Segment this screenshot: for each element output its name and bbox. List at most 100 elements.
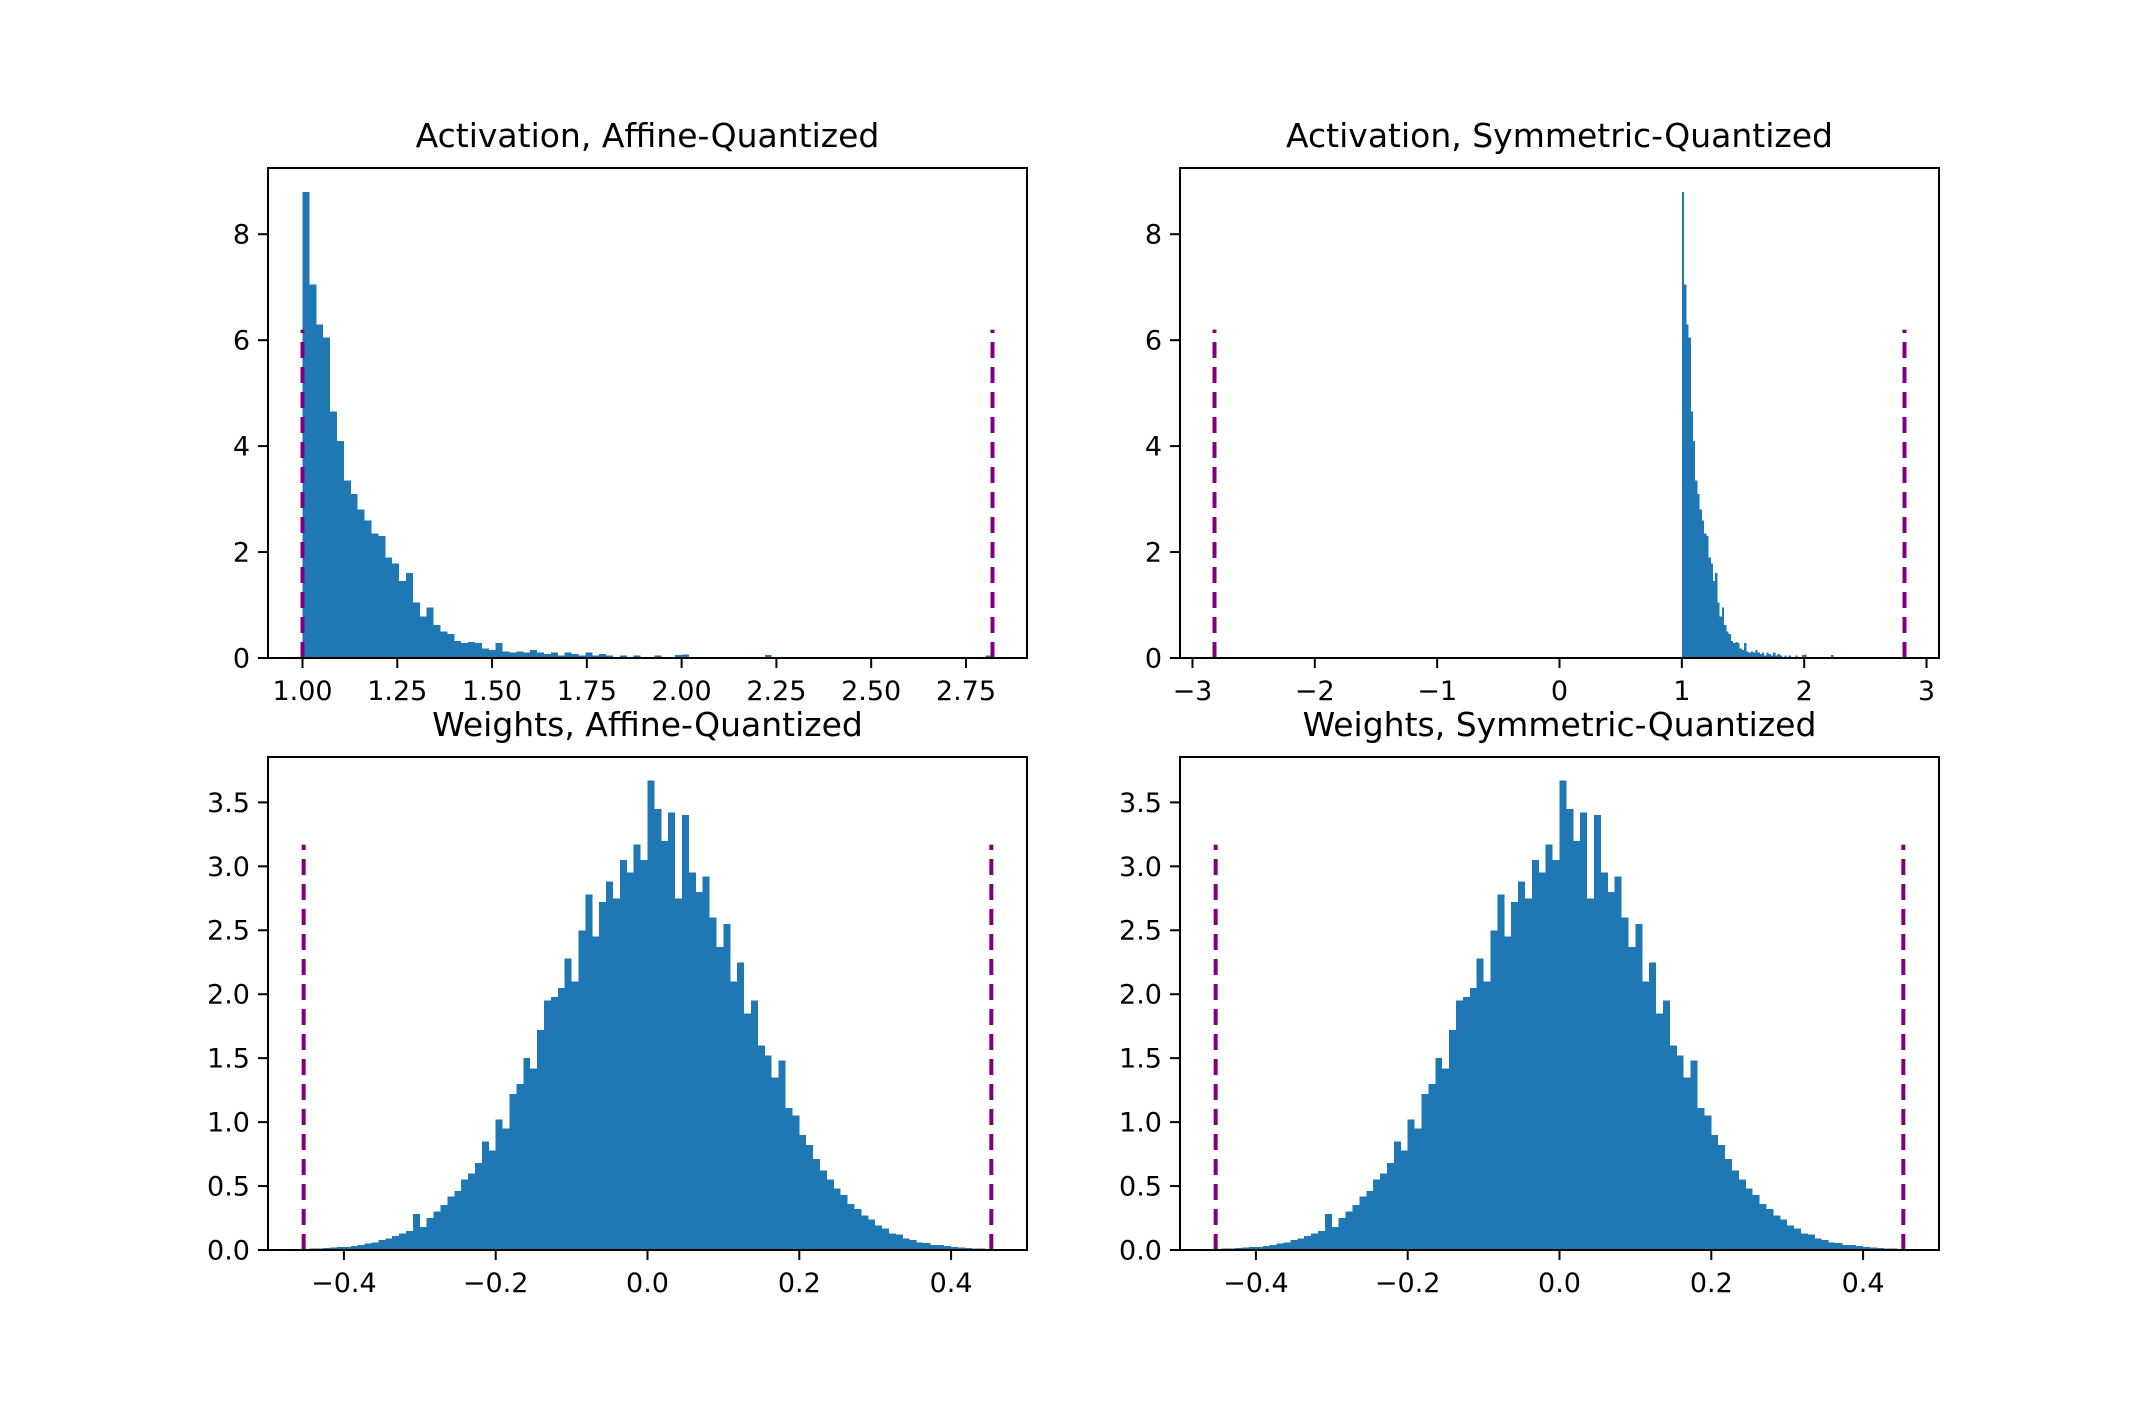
histogram-bar (1366, 1191, 1374, 1250)
y-tick-label: 1.0 (1119, 1108, 1162, 1139)
histogram-bar (626, 872, 634, 1250)
histogram-bar (1587, 898, 1594, 1250)
histogram-bar (1730, 641, 1734, 658)
histogram-bar (1559, 780, 1567, 1250)
histogram-bar (1708, 557, 1711, 658)
x-tick-label: 2.25 (746, 676, 806, 707)
histogram-bars (302, 191, 993, 658)
histogram-bar (1759, 1203, 1767, 1250)
histogram-bar (371, 1242, 379, 1250)
histogram-bar (461, 643, 469, 658)
x-tick-label: −0.4 (1223, 1268, 1289, 1299)
histogram-bar (523, 1058, 531, 1250)
histogram-bar (1297, 1238, 1305, 1250)
histogram-bar (1835, 1242, 1843, 1250)
histogram-bar (1545, 844, 1553, 1250)
histogram-bar (1739, 648, 1742, 658)
x-tick-label: 0.0 (1538, 1268, 1581, 1299)
histogram-bar (481, 1141, 489, 1250)
histogram-bar (571, 981, 579, 1250)
histogram-bar (723, 923, 731, 1250)
histogram-bar (475, 1163, 482, 1250)
histogram-bar (1759, 653, 1762, 658)
x-tick-label: 0.4 (930, 1268, 973, 1299)
histogram-bar (1338, 1218, 1346, 1250)
x-tick-label: 0 (1551, 676, 1568, 707)
histogram-bar (357, 509, 365, 658)
histogram-bar (1525, 898, 1532, 1250)
histogram-bar (1777, 653, 1780, 658)
histogram-bar (799, 1134, 807, 1250)
y-tick-label: 0 (1145, 643, 1162, 674)
histogram-bar (516, 651, 524, 658)
histogram-bar (1821, 1239, 1829, 1250)
histogram-bar (957, 1247, 965, 1250)
x-tick-label: 2.00 (652, 676, 712, 707)
histogram-bar (468, 642, 475, 658)
histogram-bar (571, 653, 579, 658)
y-tick-label: 2.5 (1119, 916, 1162, 947)
histogram-bar (868, 1219, 876, 1250)
histogram-bar (1662, 1000, 1670, 1250)
histogram-bar (1807, 1234, 1815, 1250)
histogram-bar (1856, 1246, 1864, 1250)
histogram-bar (819, 1170, 827, 1250)
histogram-bar (330, 411, 337, 658)
histogram-bar (330, 1247, 338, 1250)
histogram-bar (578, 655, 586, 658)
histogram-bar (537, 1030, 545, 1250)
histogram-bar (1725, 1159, 1732, 1250)
histogram-bar (1695, 480, 1698, 658)
histogram-bar (847, 1203, 855, 1250)
subplot-activation-affine: Activation, Affine-Quantized 1.00 1.25 1.5… (168, 108, 1057, 718)
histogram-bar (1849, 1245, 1857, 1250)
histogram-bar (502, 1128, 510, 1250)
chart-title: Activation, Symmetric-Quantized (1286, 116, 1833, 155)
x-tick-label: 2 (1796, 676, 1813, 707)
x-tick-label: 1.25 (367, 676, 427, 707)
histogram-bar (412, 602, 420, 658)
histogram-bar (909, 1239, 917, 1250)
histogram-bar (385, 557, 393, 658)
histogram-bar (682, 654, 689, 658)
histogram-bar (1766, 1209, 1774, 1250)
histogram-bars (1681, 191, 1905, 658)
histogram-bar (1773, 652, 1776, 658)
histogram-bar (1462, 996, 1470, 1250)
histogram-bar (1717, 602, 1720, 658)
histogram-bar (1766, 652, 1769, 658)
y-tick-label: 2 (1145, 538, 1162, 569)
histogram-bars (302, 780, 993, 1250)
histogram-bar (1290, 1239, 1298, 1250)
histogram-bar (1735, 642, 1738, 658)
histogram-bar (1683, 1077, 1691, 1250)
histogram-bar (357, 1244, 365, 1250)
histogram-bar (916, 1242, 924, 1250)
x-tick-label: 1 (1673, 676, 1690, 707)
x-tick-label: −1 (1417, 676, 1457, 707)
histogram-bar (1449, 1030, 1457, 1250)
histogram-bar (806, 1145, 814, 1250)
histogram-bar (592, 936, 600, 1250)
histogram-bar (985, 655, 993, 658)
histogram-bar (1746, 651, 1749, 658)
histogram-bar (1469, 987, 1477, 1250)
histogram-bar (647, 780, 655, 1250)
histogram-bar (1318, 1230, 1325, 1250)
histogram-bar (1690, 411, 1693, 658)
histogram-bar (1262, 1245, 1270, 1250)
histogram-bar (1345, 1211, 1353, 1250)
histogram-bar (371, 533, 379, 658)
histogram-bar (433, 625, 441, 658)
histogram-bar (882, 1228, 889, 1250)
histogram-bar (730, 981, 738, 1250)
weights-affine-plot: −0.4 −0.2 0.0 0.2 0.4 0.0 0.5 1.0 1.5 2.0 2.5 3.0 3.… (207, 756, 1028, 1299)
histogram-bar (1731, 1170, 1739, 1250)
histogram-bar (1428, 1083, 1436, 1250)
histogram-bar (1690, 1060, 1698, 1250)
histogram-bar (343, 1247, 351, 1250)
histogram-bar (654, 655, 662, 658)
histogram-bar (426, 607, 434, 658)
histogram-bar (675, 898, 682, 1250)
